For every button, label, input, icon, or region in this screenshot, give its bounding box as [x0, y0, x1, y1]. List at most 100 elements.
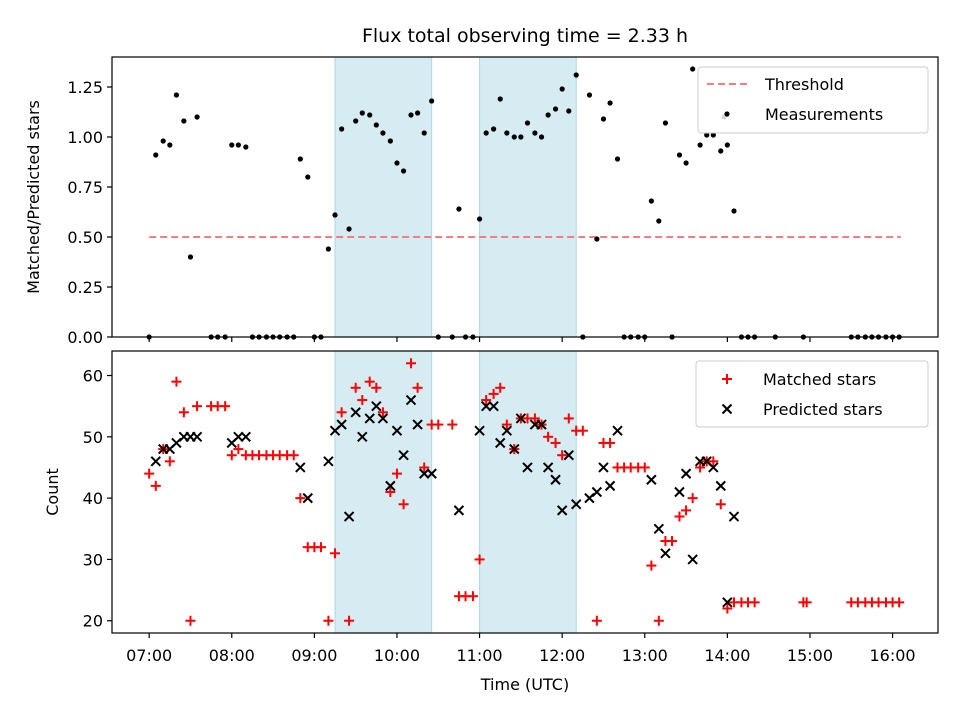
- matched-star-point: [330, 548, 341, 559]
- matched-star-point: [467, 591, 478, 602]
- predicted-star-point: [542, 462, 554, 473]
- predicted-star-point: [495, 437, 506, 449]
- measurement-point: [408, 112, 414, 118]
- measurement-point: [497, 96, 503, 102]
- predicted-star-point: [522, 462, 533, 473]
- predicted-star-point: [191, 431, 203, 443]
- matched-star-point: [295, 493, 306, 504]
- predicted-star-point: [474, 425, 485, 436]
- y-tick-label: 0.75: [67, 178, 103, 197]
- predicted-star-point: [680, 468, 692, 479]
- legend-matched-swatch: [722, 374, 732, 384]
- measurement-point: [731, 208, 737, 214]
- x-tick-label: 16:00: [870, 646, 916, 665]
- x-tick-label: 10:00: [374, 646, 420, 665]
- measurement-point: [346, 226, 352, 232]
- predicted-star-point: [426, 468, 437, 479]
- measurement-point: [153, 152, 159, 158]
- measurement-point: [648, 198, 654, 204]
- matched-star-point: [350, 382, 361, 393]
- matched-star-point: [488, 388, 499, 399]
- predicted-star-point: [728, 511, 740, 522]
- legend-predicted-label: Predicted stars: [763, 400, 883, 419]
- predicted-star-point: [536, 419, 547, 430]
- predicted-star-point: [563, 450, 574, 461]
- top-shaded-intervals: [334, 56, 577, 338]
- measurement-point: [167, 142, 173, 148]
- matched-star-point: [481, 395, 492, 406]
- predicted-star-point: [556, 505, 568, 516]
- matched-star-point: [323, 615, 334, 626]
- predicted-star-point: [405, 394, 417, 406]
- matched-star-point: [171, 376, 182, 387]
- y-tick-label: 20: [83, 612, 103, 631]
- predicted-star-point: [377, 413, 389, 424]
- matched-star-point: [653, 615, 664, 626]
- measurement-point: [332, 212, 338, 218]
- measurement-point: [429, 98, 435, 104]
- measurement-point: [704, 132, 710, 138]
- shaded-interval-1: [479, 350, 577, 634]
- matched-star-point: [220, 401, 231, 412]
- shaded-interval-1: [479, 56, 577, 338]
- x-axis-label: Time (UTC): [480, 675, 569, 694]
- measurement-point: [373, 122, 379, 128]
- matched-star-point: [495, 382, 506, 393]
- matched-star-point: [577, 425, 588, 436]
- measurement-point: [387, 138, 393, 144]
- predicted-star-point: [674, 486, 685, 498]
- matched-star-point: [371, 382, 382, 393]
- matched-star-point: [529, 413, 540, 424]
- x-tick-label: 11:00: [457, 646, 503, 665]
- top-y-ticks: 0.00 0.25 0.50 0.75 1.00 1.25: [67, 78, 112, 347]
- measurement-point: [545, 112, 551, 118]
- matched-star-point: [185, 615, 196, 626]
- measurement-point: [421, 130, 427, 136]
- predicted-star-point: [722, 597, 733, 608]
- x-tick-label: 07:00: [126, 646, 172, 665]
- bottom-legend: Matched stars Predicted stars: [695, 360, 929, 428]
- predicted-star-point: [515, 413, 527, 424]
- x-tick-label: 09:00: [291, 646, 337, 665]
- matched-star-point: [419, 462, 430, 473]
- measurement-point: [380, 130, 386, 136]
- predicted-star-point: [302, 492, 313, 504]
- predicted-star-point: [708, 462, 719, 473]
- predicted-star-point: [612, 425, 623, 436]
- measurement-point: [559, 86, 565, 92]
- measurement-point: [229, 142, 235, 148]
- predicted-star-point: [598, 462, 609, 473]
- matched-star-point: [150, 480, 161, 491]
- measurement-point: [325, 246, 332, 252]
- matched-star-point: [722, 603, 733, 614]
- measurement-point: [394, 160, 400, 166]
- predicted-star-point: [591, 486, 603, 498]
- matched-star-point: [315, 542, 326, 553]
- matched-star-point: [674, 511, 685, 522]
- measurement-point: [532, 130, 538, 136]
- matched-star-point: [550, 437, 561, 448]
- bottom-y-ticks: 20 30 40 50 60: [83, 367, 112, 631]
- measurement-point: [524, 120, 531, 126]
- y-tick-label: 1.00: [67, 128, 103, 147]
- matched-star-point: [474, 554, 485, 565]
- measurement-point: [483, 130, 489, 136]
- bottom-legend-box: [695, 360, 929, 428]
- matched-star-point: [406, 358, 417, 369]
- y-tick-label: 50: [83, 428, 103, 447]
- bottom-plot-frame: [111, 350, 939, 634]
- bottom-x-ticks: 07:00 08:00 09:00 10:00 11:00 12:00 13:00 14:00…: [126, 633, 916, 665]
- measurement-point: [600, 116, 607, 122]
- measurement-point: [173, 92, 180, 98]
- predicted-star-point: [550, 474, 561, 485]
- measurement-point: [718, 148, 724, 154]
- predicted-star-point: [343, 511, 355, 522]
- measurement-point: [187, 254, 194, 260]
- measurement-point: [586, 92, 593, 98]
- matched-star-point: [364, 376, 375, 387]
- measurement-point: [656, 218, 662, 224]
- matched-star-point: [894, 597, 905, 608]
- predicted-star-point: [571, 499, 582, 510]
- measurement-point: [710, 132, 716, 138]
- matched-star-point: [749, 597, 760, 608]
